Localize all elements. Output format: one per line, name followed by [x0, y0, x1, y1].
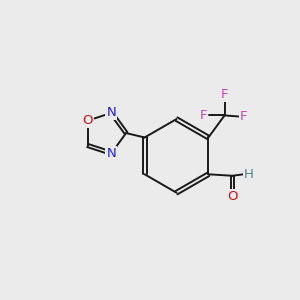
Text: O: O: [227, 190, 238, 203]
Text: F: F: [240, 110, 247, 123]
Text: H: H: [244, 168, 254, 181]
Text: N: N: [106, 106, 116, 119]
Text: F: F: [221, 88, 228, 101]
Text: N: N: [106, 147, 116, 160]
Text: F: F: [200, 109, 207, 122]
Text: O: O: [82, 114, 93, 127]
